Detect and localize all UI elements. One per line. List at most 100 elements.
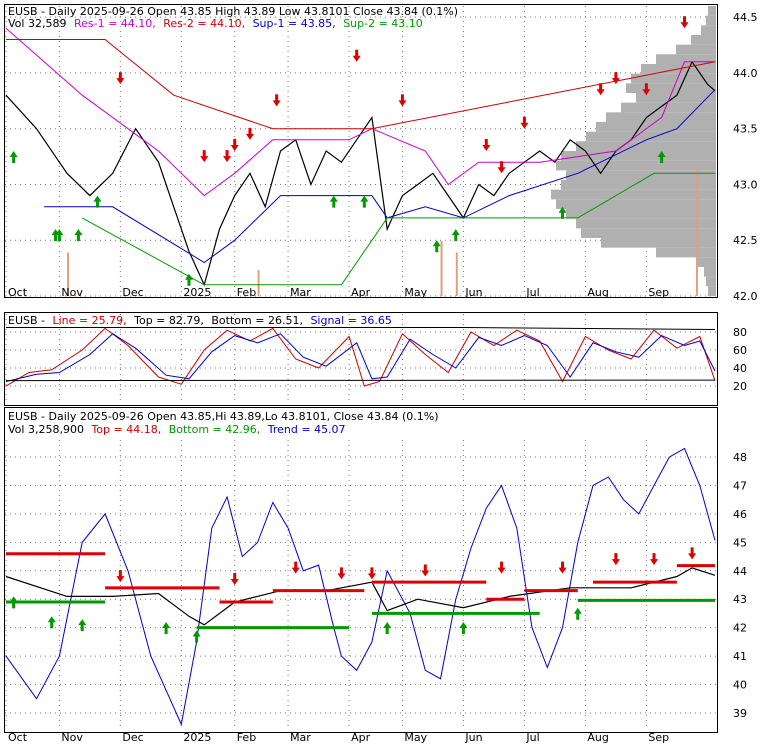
- x-tick-label: May: [404, 286, 427, 299]
- y-tick-label: 41: [733, 650, 747, 663]
- buy-signal-arrow: [558, 206, 567, 219]
- sell-signal-arrow: [688, 547, 697, 560]
- stoch-top-text: Top = 82.79,: [133, 314, 204, 327]
- volume-profile-bar: [656, 54, 716, 64]
- series-line-signal: [5, 333, 716, 382]
- y-tick-label: 39: [733, 707, 747, 720]
- sell-signal-arrow: [291, 561, 300, 574]
- series-line-res-1: [5, 27, 715, 197]
- sell-signal-arrow: [596, 83, 605, 96]
- buy-signal-arrow: [329, 195, 338, 208]
- volume-profile-bar: [566, 209, 716, 219]
- sell-signal-arrow: [642, 83, 651, 96]
- y-tick-label: 47: [733, 479, 747, 492]
- x-tick-label: Jun: [464, 286, 482, 299]
- volume-profile-bar: [691, 35, 716, 45]
- volume-profile-bar: [561, 180, 716, 190]
- buy-signal-arrow: [184, 273, 193, 286]
- series-lines: [5, 27, 716, 726]
- series-line-sup-2: [81, 172, 715, 286]
- trend-header-line1: EUSB - Daily 2025-09-26 Open 43.85,Hi 43…: [8, 410, 439, 423]
- sell-signal-arrow: [611, 72, 620, 85]
- buy-signal-arrow: [78, 619, 87, 632]
- y-tick-label: 48: [733, 451, 747, 464]
- sell-signal-arrow: [230, 139, 239, 151]
- trend-bottom-text: Bottom = 42.96,: [169, 423, 261, 436]
- sell-signal-arrow: [398, 94, 407, 107]
- sell-signal-arrow: [497, 561, 506, 574]
- sell-signal-arrow: [337, 567, 346, 580]
- x-tick-label: Apr: [351, 731, 371, 744]
- y-tick-label: 44.0: [733, 67, 758, 80]
- volume-profile-bar: [701, 25, 716, 35]
- series-line-close: [5, 60, 716, 287]
- y-tick-label: 44.5: [733, 11, 758, 24]
- sell-signal-arrow: [650, 553, 659, 566]
- price-sup2-text: Sup-2 = 43.10: [343, 17, 423, 30]
- y-tick-label: 42.5: [733, 234, 758, 247]
- sell-signal-arrow: [497, 161, 506, 174]
- stoch-ticker-text: EUSB -: [8, 314, 45, 327]
- x-tick-label: 2025: [183, 731, 211, 744]
- sell-signal-arrow: [116, 570, 125, 583]
- sell-signal-arrow: [367, 567, 376, 580]
- series-line-top: [6, 327, 716, 330]
- signal-arrows: [9, 16, 697, 643]
- y-tick-label: 40: [733, 362, 747, 375]
- sell-signal-arrow: [611, 553, 620, 566]
- x-tick-label: Jun: [464, 731, 482, 744]
- buy-signal-arrow: [162, 621, 171, 634]
- price-res1-text: Res-1 = 44.10,: [74, 17, 156, 30]
- volume-profile-bar: [576, 141, 716, 151]
- y-tick-label: 60: [733, 344, 747, 357]
- sell-signal-arrow: [558, 561, 567, 574]
- volume-profile-bar: [636, 93, 716, 103]
- stoch-bottom-text: Bottom = 26.51,: [211, 314, 303, 327]
- sell-signal-arrow: [352, 49, 361, 62]
- x-tick-label: Mar: [290, 731, 311, 744]
- volume-profile-bar: [586, 131, 716, 142]
- x-tick-label: Dec: [122, 731, 143, 744]
- sell-signal-arrow: [421, 564, 430, 577]
- x-tick-label: Jul: [525, 731, 539, 744]
- series-line-res-2: [6, 39, 716, 130]
- series-line-trend: [5, 447, 716, 726]
- price-header-line2: Vol 32,589 Res-1 = 44.10, Res-2 = 44.10,…: [8, 17, 423, 30]
- price-header-text: EUSB - Daily 2025-09-26 Open 43.85 High …: [8, 5, 458, 18]
- volume-profile-bar: [676, 44, 716, 55]
- x-tick-label: May: [404, 731, 427, 744]
- volume-profile-bar: [556, 199, 716, 209]
- volume-bar: [695, 165, 698, 296]
- x-tick-label: Feb: [237, 286, 256, 299]
- y-tick-label: 40: [733, 679, 747, 692]
- series-line-sup-1: [44, 89, 716, 264]
- price-volume-text: Vol 32,589: [8, 17, 66, 30]
- sell-signal-arrow: [680, 16, 689, 29]
- trend-header-text: EUSB - Daily 2025-09-26 Open 43.85,Hi 43…: [8, 410, 439, 423]
- trend-volume-text: Vol 3,258,900: [8, 423, 84, 436]
- volume-profile-bar: [704, 267, 716, 277]
- volume-profile-bar: [596, 122, 716, 132]
- level-segments: [6, 552, 715, 630]
- stoch-signal-text: Signal = 36.65: [310, 314, 392, 327]
- volume-profile-bar: [706, 15, 716, 26]
- axis-labels: 42.0 42.5 43.0 43.5 44.0 44.5 Oct Nov Dec 2025 Feb…: [8, 11, 758, 744]
- trend-header-line2: Vol 3,258,900 Top = 44.18, Bottom = 42.9…: [8, 423, 346, 436]
- volume-profile-bar: [706, 276, 716, 287]
- series-line-bottom: [5, 379, 716, 382]
- volume-profile: [551, 6, 716, 296]
- series-line-close: [5, 567, 716, 626]
- sell-signal-arrow: [245, 127, 254, 140]
- y-tick-label: 43: [733, 593, 747, 606]
- sell-signal-arrow: [482, 139, 491, 151]
- buy-signal-arrow: [9, 151, 18, 163]
- buy-signal-arrow: [93, 195, 102, 208]
- trend-top-text: Top = 44.18,: [90, 423, 161, 436]
- stoch-header-line1: EUSB - Line = 25.79, Top = 82.79, Bottom…: [8, 314, 392, 327]
- volume-profile-bar: [606, 112, 716, 122]
- y-tick-label: 46: [733, 508, 747, 521]
- volume-bar: [257, 269, 260, 296]
- x-tick-label: Feb: [237, 731, 256, 744]
- x-tick-label: Mar: [290, 286, 311, 299]
- buy-signal-arrow: [192, 630, 201, 643]
